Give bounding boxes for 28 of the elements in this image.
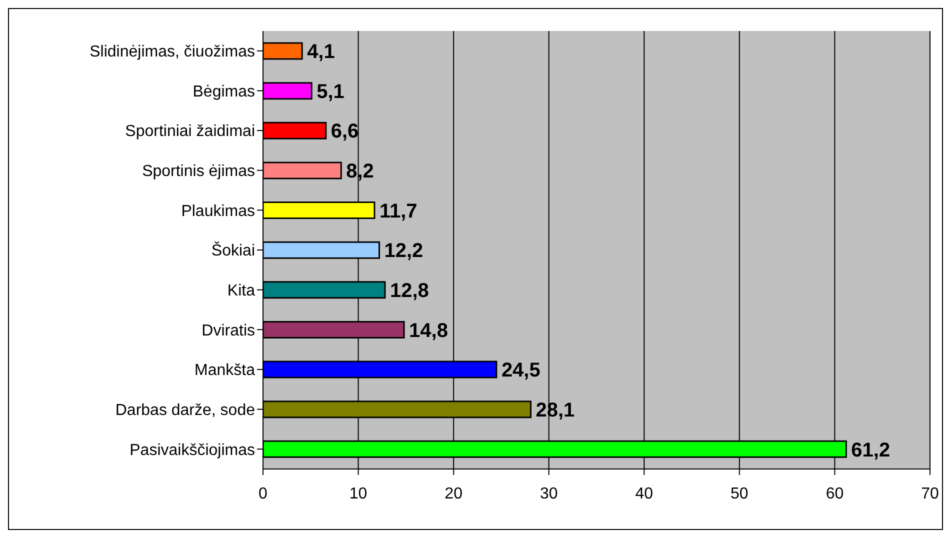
data-label: 11,7 [379,200,418,222]
data-label: 12,2 [384,240,424,262]
y-tick-label: Dviratis [202,322,255,340]
y-tick-label: Slidinėjimas, čiuožimas [90,44,255,61]
y-tick-label: Pasivaikščiojimas [130,442,255,459]
x-tick-label: 40 [635,485,654,502]
y-tick-label: Kita [227,282,256,300]
y-tick-label: Šokiai [211,242,255,260]
data-label: 6,6 [330,120,359,143]
data-label: 14,8 [409,320,448,342]
data-label: 5,1 [316,80,344,103]
data-label: 61,2 [851,439,890,462]
data-label: 4,1 [307,41,335,64]
y-tick-label: Bėgimas [192,83,255,100]
data-label: 12,8 [390,280,429,302]
x-tick-label: 70 [921,485,939,502]
y-tick-label: Plaukimas [181,202,255,220]
data-label: 24,5 [501,360,540,382]
x-tick-label: 20 [444,485,463,502]
x-tick-label: 30 [540,485,558,502]
x-tick-label: 50 [730,485,748,502]
y-tick-label: Sportinis ėjimas [142,163,255,180]
x-tick-label: 0 [258,485,268,502]
x-tick-label: 60 [826,485,844,502]
x-tick-label: 10 [349,485,368,502]
y-tick-label: Darbas darže, sode [115,402,256,419]
y-tick-label: Mankšta [194,362,256,380]
y-tick-label: Sportiniai žaidimai [125,123,255,140]
